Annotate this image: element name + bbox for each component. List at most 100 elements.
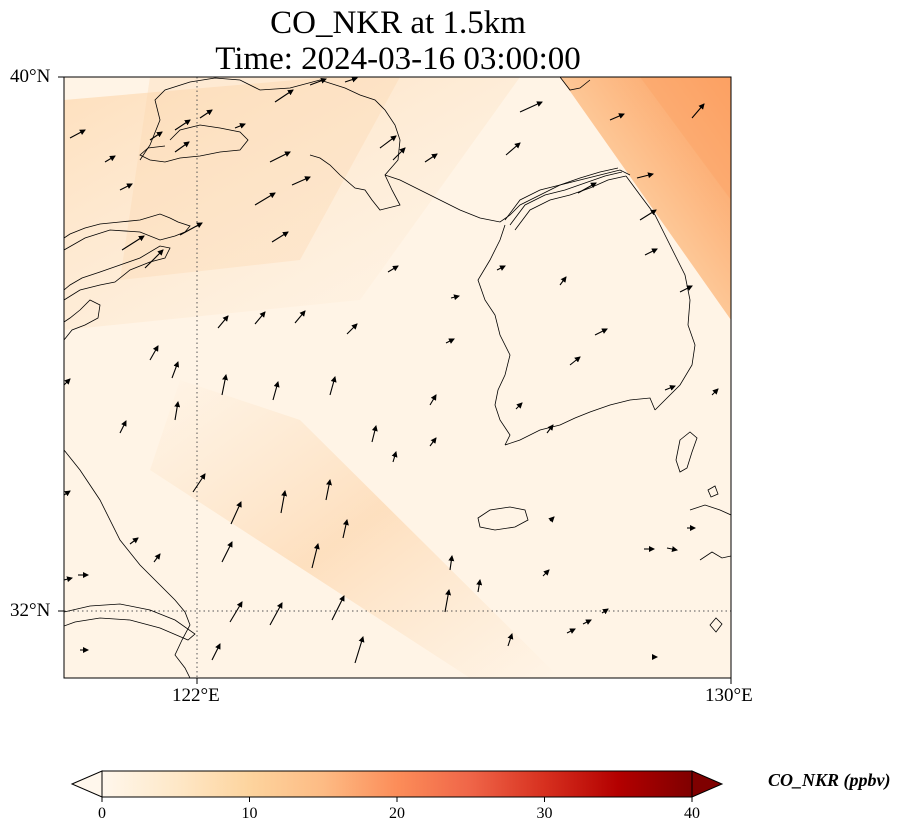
wind-vector-arrow xyxy=(666,546,678,552)
wind-vector-arrow xyxy=(342,519,349,539)
colorbar-tick-20: 20 xyxy=(389,805,405,822)
wind-vector-arrow xyxy=(199,109,213,119)
wind-vector-arrow xyxy=(519,101,543,113)
coastline-yangtze xyxy=(64,603,196,641)
wind-vector-arrow xyxy=(64,490,71,497)
wind-vector-arrow xyxy=(121,235,145,251)
wind-vector-arrow xyxy=(391,451,398,463)
coastline-china-south xyxy=(64,449,191,678)
wind-vector-arrow xyxy=(149,131,163,141)
wind-vector-arrow xyxy=(149,345,159,361)
wind-vector-arrow xyxy=(507,633,514,647)
wind-vector-arrow xyxy=(64,378,71,386)
concentration-field xyxy=(64,77,731,678)
wind-vector-arrow xyxy=(505,142,521,156)
wind-vector-arrow xyxy=(424,153,438,163)
wind-vector-arrow xyxy=(496,265,506,271)
wind-vector-arrow xyxy=(119,183,133,191)
coastline-liaoning xyxy=(384,169,631,223)
wind-vector-arrow xyxy=(548,516,555,523)
wind-vector-arrow xyxy=(274,89,294,103)
wind-vector-arrow xyxy=(711,388,719,396)
gridlines xyxy=(64,77,731,678)
map-title: CO_NKR at 1.5km xyxy=(270,5,526,41)
coastline-tsushima xyxy=(675,431,698,473)
wind-vector-arrow xyxy=(331,595,345,621)
border-korea-china-1 xyxy=(504,167,619,221)
wind-vector-arrow xyxy=(429,437,437,447)
wind-vector-arrow xyxy=(211,643,221,661)
wind-vector-arrow xyxy=(269,151,291,163)
wind-vector-arrow xyxy=(444,589,452,613)
wind-vector-arrow xyxy=(309,77,327,86)
wind-vector-arrow xyxy=(582,619,592,625)
wind-vector-arrow xyxy=(153,553,161,563)
wind-vector-arrow xyxy=(221,541,233,563)
colorbar xyxy=(70,770,724,802)
coastline-korea-northeast xyxy=(559,77,591,91)
coastline-korea-south xyxy=(504,397,656,446)
coastline-goto xyxy=(699,551,731,561)
coastline-china-east xyxy=(64,299,101,341)
lon-tick-label-122: 122°E xyxy=(172,685,220,706)
wind-vector-arrow xyxy=(639,209,657,221)
coastline-jeju xyxy=(477,506,529,531)
lat-tick-label-32: 32°N xyxy=(10,600,51,621)
lat-tick-label-40: 40°N xyxy=(10,66,51,87)
wind-vector-arrow xyxy=(64,576,73,583)
axis-ticks xyxy=(58,76,732,684)
coastline-liaodong xyxy=(139,124,249,163)
wind-vector-arrow xyxy=(192,473,206,493)
wind-vector-arrow xyxy=(691,103,705,119)
wind-vector-arrow xyxy=(269,602,283,626)
wind-vector-arrow xyxy=(476,579,483,593)
wind-vector-arrow xyxy=(69,129,86,139)
wind-vector-arrow xyxy=(179,222,203,236)
colorbar-tick-40: 40 xyxy=(684,805,700,822)
coastline-kyushu xyxy=(689,504,731,516)
coastline-islands-1 xyxy=(709,617,723,633)
coastline-china-north xyxy=(64,213,191,251)
wind-vector-arrow xyxy=(445,338,455,344)
wind-vector-arrow xyxy=(644,248,658,256)
wind-vector-arrow xyxy=(174,119,191,131)
wind-vector-arrow xyxy=(230,501,242,525)
wind-vector-arrow xyxy=(448,555,455,571)
wind-vector-arrow xyxy=(450,294,460,301)
wind-vector-arrow xyxy=(559,276,567,286)
wind-vector-arrow xyxy=(311,543,320,569)
wind-vector-arrow xyxy=(271,231,289,243)
wind-vector-arrow xyxy=(217,315,229,329)
colorbar-gradient xyxy=(101,770,693,798)
wind-vector-arrow xyxy=(174,141,190,153)
coastlines xyxy=(64,77,731,678)
wind-vector-arrow xyxy=(577,182,597,194)
wind-vector-arrow xyxy=(387,265,399,273)
wind-vector-arrow xyxy=(542,569,550,577)
map-subtitle-time: Time: 2024-03-16 03:00:00 xyxy=(215,41,581,77)
colorbar-tick-10: 10 xyxy=(241,805,258,822)
wind-vector-arrow xyxy=(609,113,625,121)
wind-vector-arrow xyxy=(346,323,358,335)
wind-vector-arrow xyxy=(636,172,654,179)
colorbar-tick-0: 0 xyxy=(98,805,106,822)
wind-vector-arrow xyxy=(104,155,116,163)
wind-vector-arrow xyxy=(546,424,554,434)
wind-vector-arrow xyxy=(229,601,243,623)
wind-vector-arrow xyxy=(601,608,609,615)
coastline-korea-west xyxy=(477,224,511,446)
coastline-shandong xyxy=(64,245,171,301)
colorbar-tick-30: 30 xyxy=(536,805,553,822)
coastline-islands-2 xyxy=(707,485,719,498)
colorbar-extend-low xyxy=(70,770,103,798)
wind-vector-arrow xyxy=(174,401,181,421)
wind-vector-arrow xyxy=(144,249,164,269)
wind-vector-arrow xyxy=(129,537,139,545)
wind-vector-arrow xyxy=(354,636,365,664)
wind-vector-arrow xyxy=(294,310,306,324)
wind-vector-arrow xyxy=(272,381,280,401)
border-korea-china-3 xyxy=(514,175,627,231)
wind-vector-arrow xyxy=(254,311,266,325)
lon-tick-label-130: 130°E xyxy=(705,685,753,706)
